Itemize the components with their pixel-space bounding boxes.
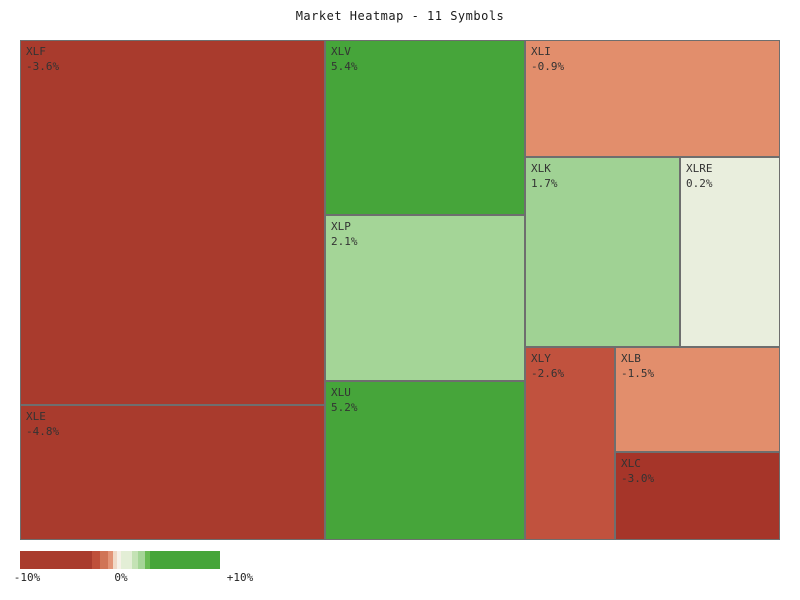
treemap-tile-xly: XLY -2.6% (525, 347, 615, 540)
tile-change: 0.2% (686, 177, 713, 190)
page-title: Market Heatmap - 11 Symbols (295, 9, 505, 23)
tile-change: 5.4% (331, 60, 358, 73)
tile-change: 2.1% (331, 235, 358, 248)
tile-symbol: XLC (621, 457, 641, 470)
legend-max-label: +10% (226, 571, 254, 584)
tile-change: -0.9% (531, 60, 565, 73)
treemap: XLF -3.6% XLE -4.8% XLV 5.4% XLP 2.1% XLU 5.2% XLI… (20, 40, 780, 540)
tile-change: -3.0% (621, 472, 655, 485)
legend-min-label: -10% (13, 571, 41, 584)
treemap-tile-xlb: XLB -1.5% (615, 347, 780, 452)
tile-change: -4.8% (26, 425, 60, 438)
treemap-tile-xli: XLI -0.9% (525, 40, 780, 157)
tile-change: -1.5% (621, 367, 655, 380)
tile-symbol: XLP (331, 220, 351, 233)
treemap-tile-xlk: XLK 1.7% (525, 157, 680, 347)
tile-change: 1.7% (531, 177, 558, 190)
treemap-tile-xlc: XLC -3.0% (615, 452, 780, 540)
treemap-tile-xle: XLE -4.8% (20, 405, 325, 540)
colorbar-gradient (20, 551, 220, 569)
tile-change: -2.6% (531, 367, 565, 380)
tile-symbol: XLF (26, 45, 46, 58)
tile-symbol: XLI (531, 45, 551, 58)
treemap-tile-xlf: XLF -3.6% (20, 40, 325, 405)
legend-mid-label: 0% (114, 571, 128, 584)
tile-symbol: XLU (331, 386, 351, 399)
tile-symbol: XLY (531, 352, 551, 365)
tile-change: 5.2% (331, 401, 358, 414)
tile-symbol: XLB (621, 352, 641, 365)
tile-symbol: XLRE (686, 162, 713, 175)
tile-symbol: XLE (26, 410, 46, 423)
treemap-tile-xlp: XLP 2.1% (325, 215, 525, 381)
treemap-tile-xlv: XLV 5.4% (325, 40, 525, 215)
treemap-tile-xlu: XLU 5.2% (325, 381, 525, 540)
tile-symbol: XLK (531, 162, 551, 175)
tile-change: -3.6% (26, 60, 60, 73)
treemap-tile-xlre: XLRE 0.2% (680, 157, 780, 347)
tile-symbol: XLV (331, 45, 351, 58)
